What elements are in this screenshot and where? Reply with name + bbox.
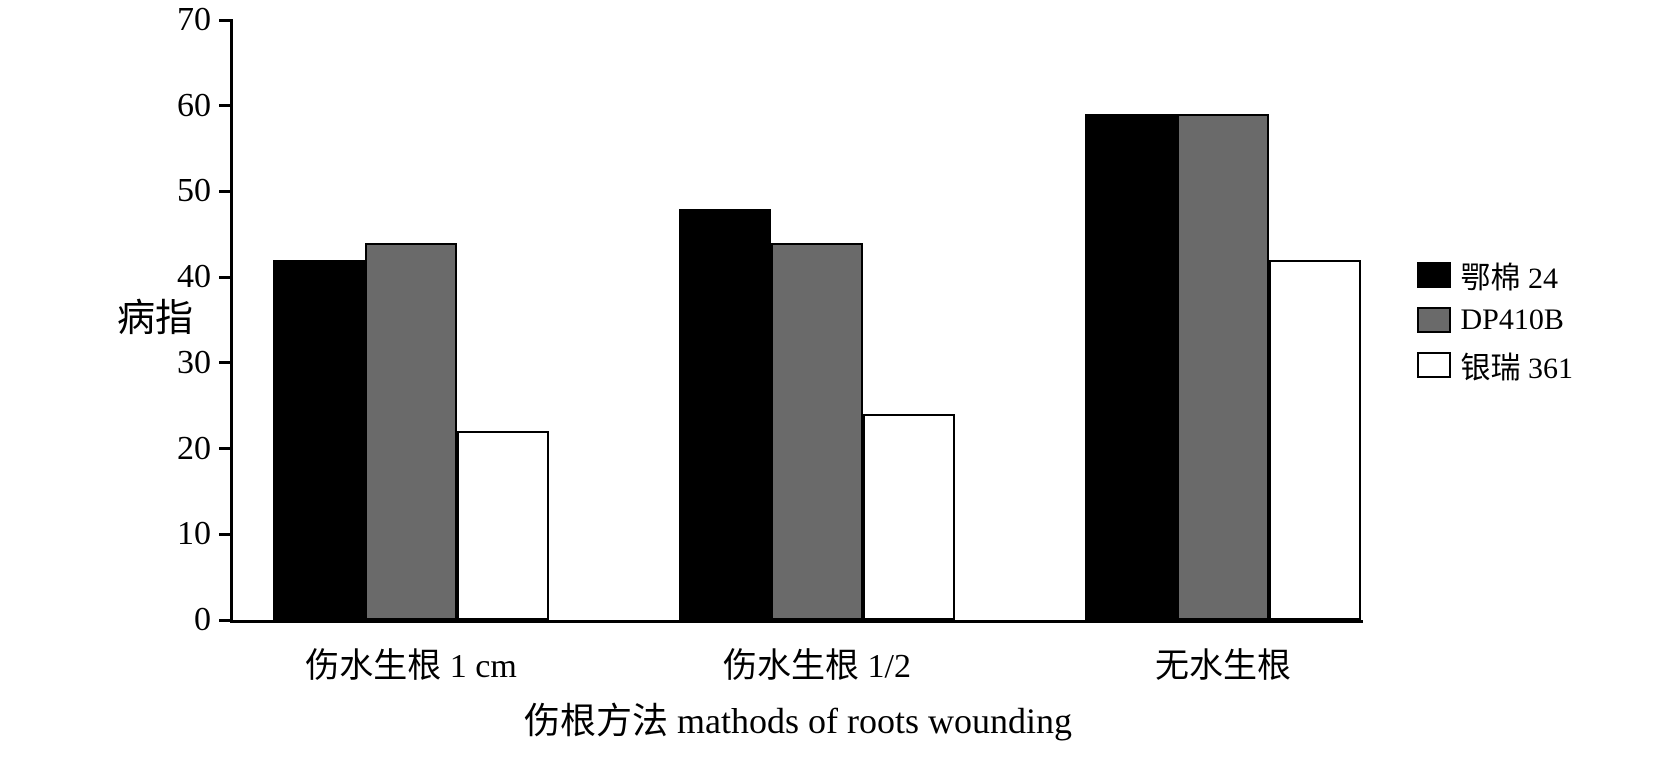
bar (1269, 260, 1361, 620)
bar (771, 243, 863, 620)
y-axis-title: 病指 (113, 299, 193, 341)
legend-label: 银瑞 361 (1461, 343, 1574, 387)
bar-group (273, 243, 549, 620)
plot-area: 病指 伤根方法 mathods of roots wounding 鄂棉 24D… (230, 20, 1363, 623)
category-label: 无水生根 (1155, 638, 1291, 687)
bar (679, 209, 771, 620)
bar (273, 260, 365, 620)
bar (1177, 114, 1269, 620)
y-tick-label: 50 (177, 172, 233, 210)
chart-container: 病指 伤根方法 mathods of roots wounding 鄂棉 24D… (80, 20, 1570, 740)
legend-swatch (1417, 262, 1451, 288)
legend-label: 鄂棉 24 (1461, 253, 1559, 297)
y-tick-label: 30 (177, 344, 233, 382)
legend-item: DP410B (1417, 303, 1574, 337)
y-tick-label: 10 (177, 515, 233, 553)
legend-item: 鄂棉 24 (1417, 253, 1574, 297)
bar (863, 414, 955, 620)
legend-swatch (1417, 307, 1451, 333)
bar (365, 243, 457, 620)
y-tick-label: 70 (177, 1, 233, 39)
category-label: 伤水生根 1/2 (723, 638, 911, 687)
legend-swatch (1417, 352, 1451, 378)
legend-label: DP410B (1461, 303, 1564, 337)
y-tick-label: 20 (177, 430, 233, 468)
bar-group (679, 209, 955, 620)
bar-group (1085, 114, 1361, 620)
legend: 鄂棉 24 DP410B 银瑞 361 (1417, 253, 1574, 387)
legend-item: 银瑞 361 (1417, 343, 1574, 387)
bar (457, 431, 549, 620)
y-tick-label: 0 (194, 601, 233, 639)
x-axis-title: 伤根方法 mathods of roots wounding (524, 692, 1072, 744)
y-tick-label: 40 (177, 258, 233, 296)
category-label: 伤水生根 1 cm (305, 638, 517, 687)
bar (1085, 114, 1177, 620)
y-tick-label: 60 (177, 87, 233, 125)
